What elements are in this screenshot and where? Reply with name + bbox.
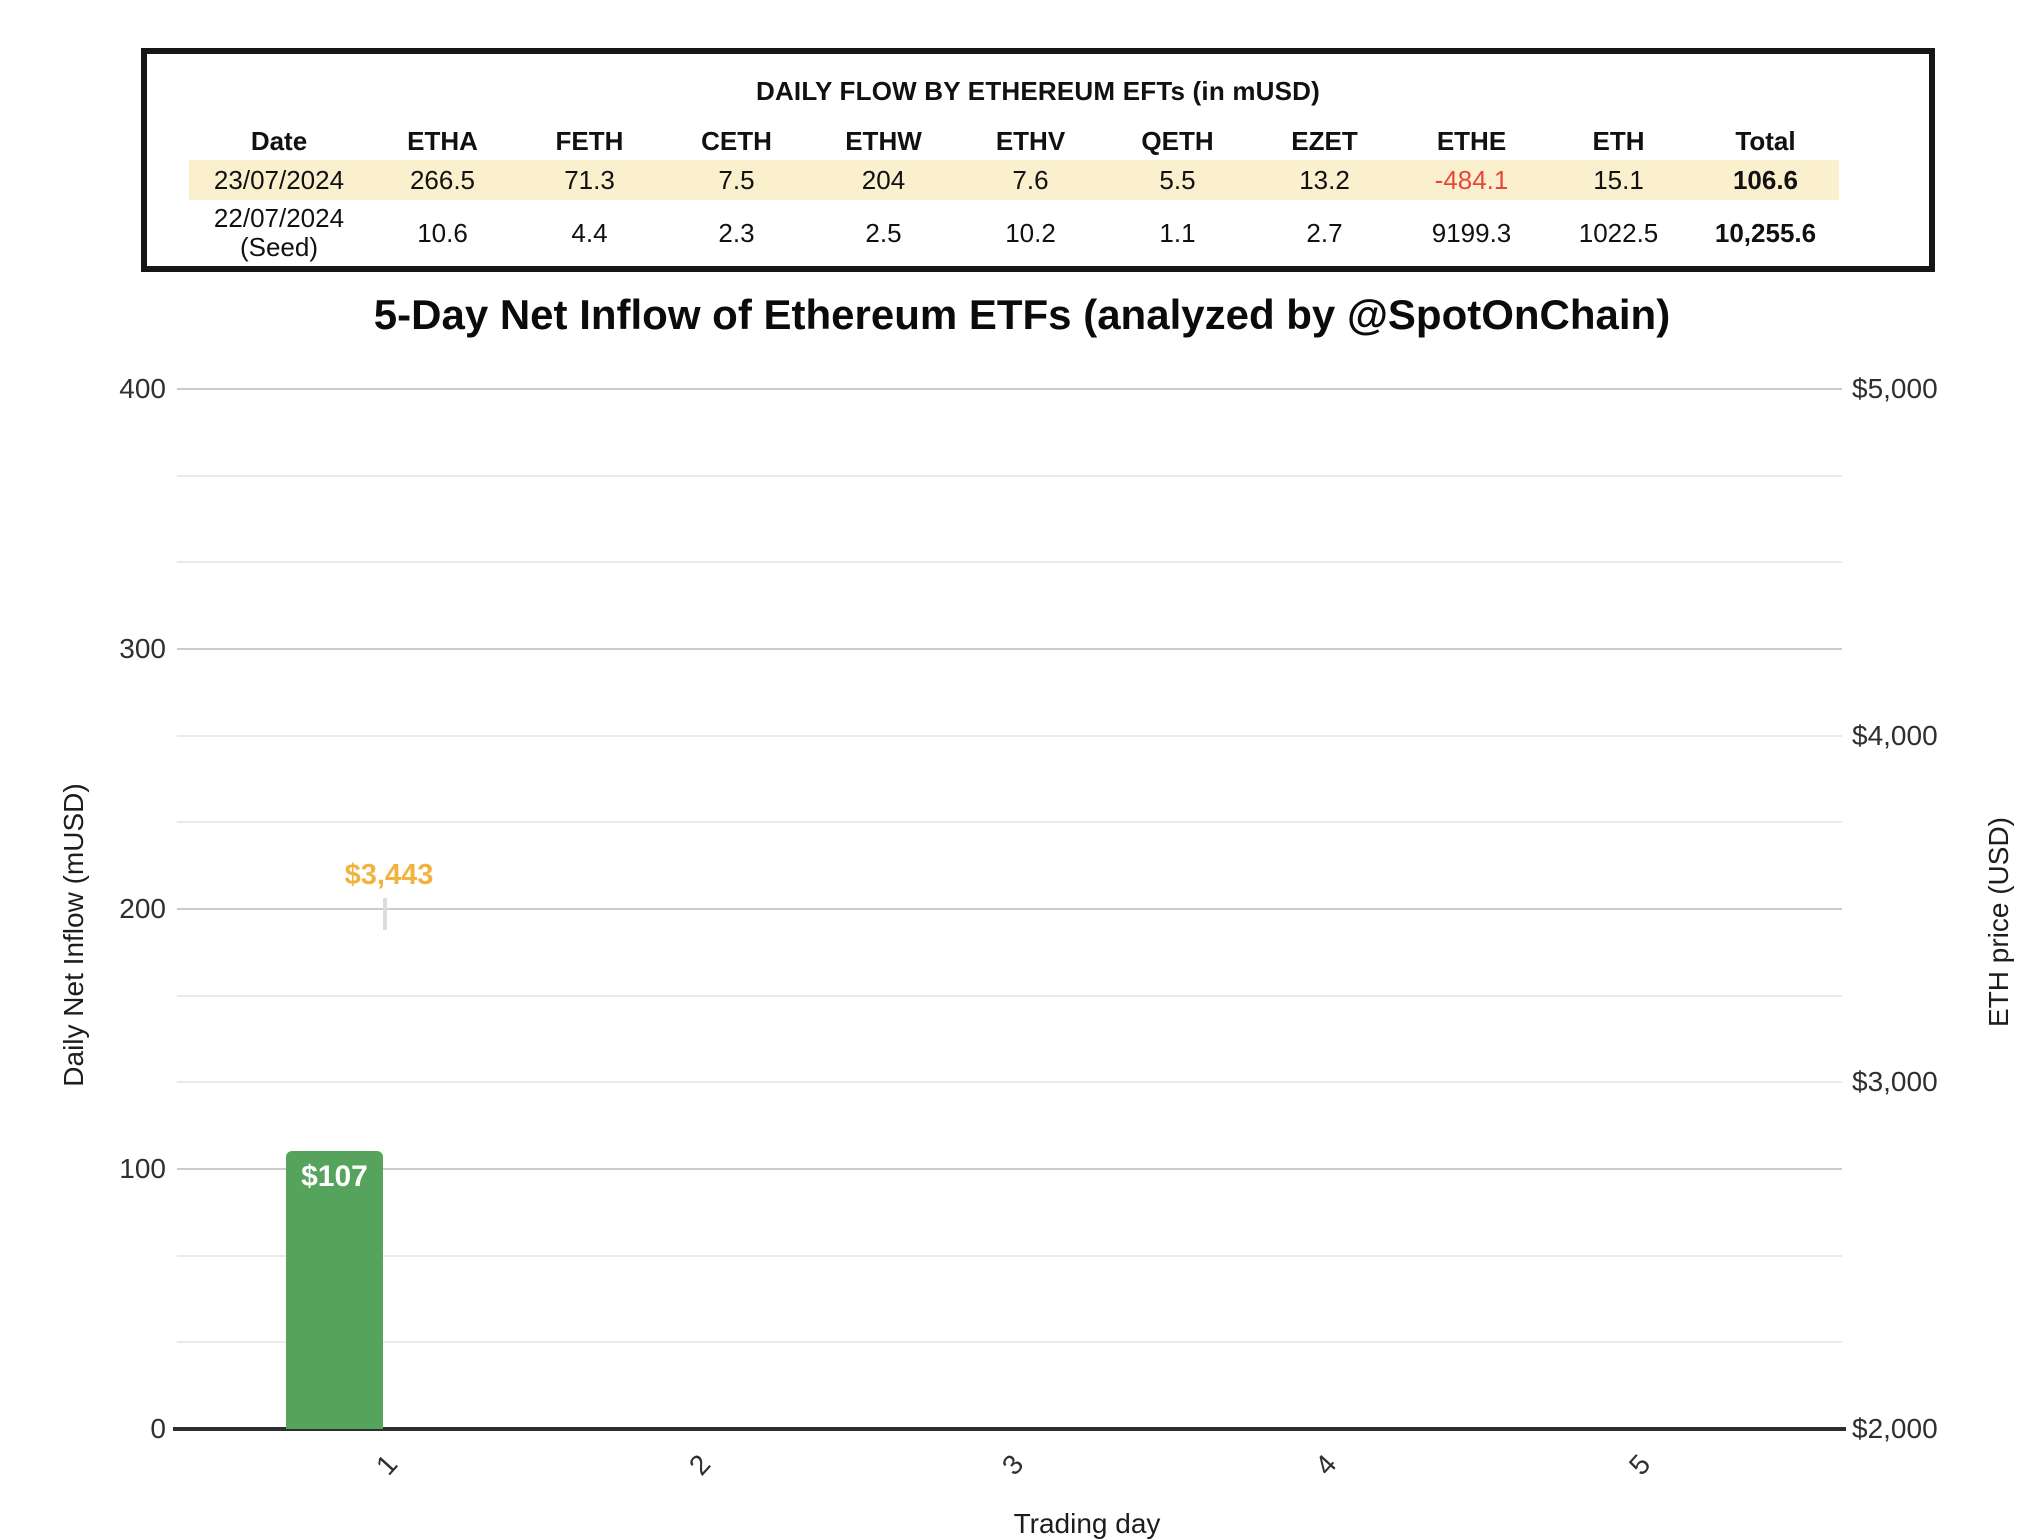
table-cell: -484.1	[1398, 160, 1545, 200]
table-cell: 1022.5	[1578, 217, 1659, 248]
major-gridline	[177, 908, 1842, 910]
x-tick-label: 2	[682, 1448, 717, 1481]
table-cell: 1.1	[1159, 217, 1196, 248]
minor-gridline	[177, 994, 1842, 997]
table-cell: 15.1	[1545, 160, 1692, 200]
eth-price-label: $3,443	[344, 858, 434, 891]
eth-price-marker	[383, 897, 387, 930]
table-header-cell: Total	[1735, 126, 1796, 156]
left-axis-tick-label: 0	[150, 1413, 166, 1444]
table-header-cell: ETH	[1592, 126, 1645, 156]
x-tick-label: 5	[1622, 1448, 1657, 1481]
table-cell: 7.5	[663, 160, 810, 200]
inflow-bar: $107	[286, 1150, 383, 1429]
x-tick-label: 4	[1308, 1448, 1343, 1481]
x-tick-label: 3	[995, 1448, 1030, 1481]
table-cell: 2.7	[1306, 217, 1343, 248]
right-axis-tick-label: $4,000	[1852, 719, 1938, 751]
chart-plot-area	[173, 388, 1846, 1431]
table-cell: 2.5	[865, 217, 902, 248]
table-header-cell: QETH	[1141, 126, 1214, 156]
chart-title: 5-Day Net Inflow of Ethereum ETFs (analy…	[373, 291, 1671, 338]
table-header-cell: ETHA	[407, 126, 478, 156]
table-header-cell: ETHW	[845, 126, 922, 156]
x-axis-title: Trading day	[1013, 1508, 1161, 1539]
table-cell: 4.4	[571, 217, 608, 248]
table-cell: 106.6	[1692, 160, 1839, 200]
x-axis-baseline	[173, 1427, 1846, 1431]
x-tick-label: 1	[369, 1448, 404, 1481]
minor-gridline	[177, 1341, 1842, 1344]
minor-gridline	[177, 474, 1842, 477]
table-header-cell: Date	[250, 126, 308, 156]
left-axis-tick-label: 200	[119, 893, 166, 924]
minor-gridline	[177, 561, 1842, 564]
table-grid: Date ETHA FETH CETH ETHW ETHV QETH EZET ETHE ETH T…	[189, 122, 1839, 266]
daily-flow-table: DAILY FLOW BY ETHEREUM EFTs (in mUSD) Da…	[141, 48, 1935, 272]
left-axis-tick-label: 400	[119, 373, 166, 404]
bar-value-label: $107	[301, 1159, 368, 1193]
right-axis-tick-label: $5,000	[1852, 373, 1938, 404]
left-axis-tick-label: 100	[119, 1153, 166, 1184]
table-cell: 2.3	[718, 217, 755, 248]
table-cell: 266.5	[369, 160, 516, 200]
table-cell: 13.2	[1251, 160, 1398, 200]
table-header-cell: ETHE	[1436, 126, 1507, 156]
minor-gridline	[177, 734, 1842, 737]
right-axis-title: ETH price (USD)	[1983, 817, 2014, 1028]
table-cell: 7.6	[957, 160, 1104, 200]
table-header-cell: EZET	[1291, 126, 1358, 156]
table-cell: 23/07/2024	[189, 160, 369, 200]
table-header-cell: FETH	[555, 126, 624, 156]
minor-gridline	[177, 1254, 1842, 1257]
right-axis-tick-label: $3,000	[1852, 1066, 1938, 1098]
minor-gridline	[177, 821, 1842, 824]
left-axis-title: Daily Net Inflow (mUSD)	[58, 783, 89, 1087]
right-axis-tick-label: $2,000	[1852, 1413, 1938, 1444]
minor-gridline	[177, 1081, 1842, 1084]
major-gridline	[177, 1168, 1842, 1170]
table-cell: 71.3	[516, 160, 663, 200]
table-cell: 10.6	[417, 217, 468, 248]
major-gridline	[177, 648, 1842, 650]
table-header-cell: ETHV	[995, 126, 1066, 156]
table-cell: 204	[810, 160, 957, 200]
table-cell: 22/07/2024 (Seed)	[213, 203, 345, 262]
left-axis-tick-label: 300	[119, 633, 166, 664]
table-header-cell: CETH	[701, 126, 772, 156]
table-cell: 9199.3	[1431, 217, 1512, 248]
table-title: DAILY FLOW BY ETHEREUM EFTs (in mUSD)	[755, 76, 1321, 106]
table-cell: 10,255.6	[1714, 217, 1817, 248]
major-gridline	[177, 388, 1842, 390]
table-cell: 5.5	[1104, 160, 1251, 200]
table-cell: 10.2	[1005, 217, 1056, 248]
